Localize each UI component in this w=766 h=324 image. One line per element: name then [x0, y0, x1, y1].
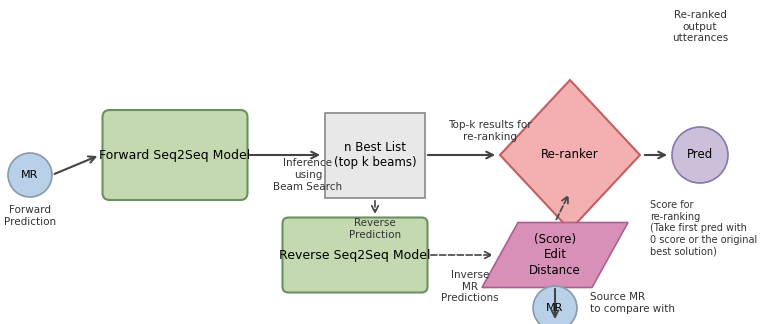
Text: Inverse
MR
Predictions: Inverse MR Predictions	[441, 270, 499, 303]
Polygon shape	[482, 223, 628, 287]
Text: (Score)
Edit
Distance: (Score) Edit Distance	[529, 234, 581, 276]
FancyBboxPatch shape	[283, 217, 427, 293]
Ellipse shape	[8, 153, 52, 197]
Text: Forward
Prediction: Forward Prediction	[4, 205, 56, 226]
Text: n Best List
(top k beams): n Best List (top k beams)	[334, 141, 416, 169]
Text: MR: MR	[21, 170, 39, 180]
Text: Reverse
Prediction: Reverse Prediction	[349, 218, 401, 240]
Text: Source MR
to compare with: Source MR to compare with	[590, 292, 675, 314]
Polygon shape	[500, 80, 640, 230]
Text: Inference
using
Beam Search: Inference using Beam Search	[273, 158, 342, 191]
Text: Reverse Seq2Seq Model: Reverse Seq2Seq Model	[280, 249, 430, 261]
Bar	[325, 112, 425, 198]
Text: Score for
re-ranking
(Take first pred with
0 score or the original
best solution: Score for re-ranking (Take first pred wi…	[650, 200, 758, 256]
FancyBboxPatch shape	[103, 110, 247, 200]
Text: Re-ranker: Re-ranker	[541, 148, 599, 161]
Text: Re-ranked
output
utterances: Re-ranked output utterances	[672, 10, 728, 43]
Text: Forward Seq2Seq Model: Forward Seq2Seq Model	[100, 148, 250, 161]
Text: Pred: Pred	[687, 148, 713, 161]
Text: Top-k results for
re-ranking: Top-k results for re-ranking	[448, 121, 532, 142]
Ellipse shape	[672, 127, 728, 183]
Ellipse shape	[533, 286, 577, 324]
Text: MR: MR	[546, 303, 564, 313]
